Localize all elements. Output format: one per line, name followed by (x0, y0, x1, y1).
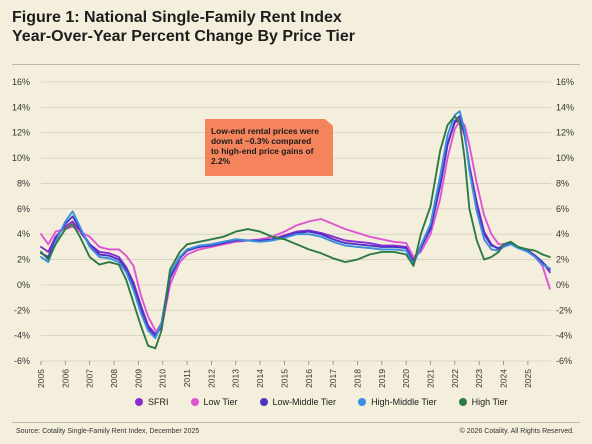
x-tick-label: 2016 (304, 369, 314, 388)
legend-item-low-middle-tier: Low-Middle Tier (259, 397, 337, 407)
legend-swatch (259, 398, 268, 406)
copyright-note: © 2026 Cotality. All Rights Reserved. (459, 428, 574, 435)
x-tick-label: 2007 (85, 369, 95, 388)
y-tick-label-right: 10% (556, 153, 574, 163)
y-tick-label-left: 8% (17, 178, 30, 188)
legend-item-high-middle-tier: High-Middle Tier (358, 397, 437, 407)
x-tick-label: 2017 (328, 369, 338, 388)
source-note: Source: Cotality Single-Family Rent Inde… (16, 428, 200, 435)
legend: SFRI Low Tier Low-Middle Tier High-Middle T… (135, 397, 530, 408)
y-tick-label-right: 6% (556, 204, 569, 214)
series-line-high-tier (40, 115, 551, 350)
y-tick-label-right: 12% (556, 128, 574, 138)
y-tick-label-left: 4% (17, 229, 30, 239)
y-tick-label-left: 0% (17, 280, 30, 290)
x-tick-label: 2025 (523, 369, 533, 388)
x-tick-label: 2015 (279, 369, 289, 388)
bottom-rule (12, 422, 580, 423)
y-tick-label-left: 6% (17, 204, 30, 214)
legend-item-high-tier: High Tier (458, 397, 508, 407)
series-line-high-middle-tier (40, 110, 551, 340)
legend-item-sfri: SFRI (135, 397, 169, 407)
legend-swatch (135, 398, 143, 406)
x-tick-label: 2021 (425, 369, 435, 388)
chart-title-line2: Year-Over-Year Percent Change By Price T… (12, 28, 355, 45)
x-tick-label: 2011 (182, 369, 192, 388)
y-tick-label-left: 10% (12, 153, 30, 163)
y-tick-label-right: -6% (556, 356, 572, 366)
legend-label: High-Middle Tier (371, 397, 437, 407)
legend-item-low-tier: Low Tier (190, 397, 238, 407)
legend-swatch (358, 398, 367, 406)
y-tick-label-right: 0% (556, 280, 569, 290)
legend-label: SFRI (148, 397, 169, 407)
legend-label: Low Tier (203, 397, 238, 407)
y-tick-label-left: 14% (12, 102, 30, 112)
chart-title-line1: Figure 1: National Single-Family Rent In… (12, 9, 342, 26)
series-line-low-tier (40, 120, 551, 332)
top-rule (12, 64, 580, 65)
y-tick-label-right: -4% (556, 331, 572, 341)
y-tick-label-left: -4% (14, 331, 30, 341)
y-tick-label-right: 8% (556, 178, 569, 188)
chart-title: Figure 1: National Single-Family Rent In… (12, 8, 355, 46)
x-tick-label: 2010 (158, 369, 168, 388)
x-tick-label: 2005 (36, 369, 46, 388)
x-tick-label: 2008 (109, 369, 119, 388)
x-tick-label: 2006 (60, 369, 70, 388)
y-tick-label-left: -6% (14, 356, 30, 366)
y-tick-label-right: 4% (556, 229, 569, 239)
y-tick-label-left: -2% (14, 305, 30, 315)
x-tick-label: 2013 (231, 369, 241, 388)
legend-label: Low-Middle Tier (272, 397, 337, 407)
y-tick-label-right: 14% (556, 102, 574, 112)
y-tick-label-left: 2% (17, 255, 30, 265)
legend-swatch (190, 398, 199, 406)
legend-label: High Tier (471, 397, 508, 407)
x-tick-label: 2020 (401, 369, 411, 388)
x-tick-label: 2024 (499, 369, 509, 388)
callout-text: Low-end rental prices were down at −0.3%… (211, 126, 319, 166)
y-tick-label-right: -2% (556, 305, 572, 315)
x-tick-label: 2019 (377, 369, 387, 388)
legend-swatch (458, 398, 467, 406)
y-tick-label-right: 2% (556, 255, 569, 265)
x-tick-label: 2014 (255, 369, 265, 388)
y-tick-label-left: 12% (12, 128, 30, 138)
y-tick-label-right: 16% (556, 77, 574, 87)
y-tick-label-left: 16% (12, 77, 30, 87)
series-line-low-middle-tier (40, 115, 551, 337)
x-tick-label: 2022 (450, 369, 460, 388)
x-tick-label: 2009 (133, 369, 143, 388)
x-tick-label: 2018 (352, 369, 362, 388)
x-tick-label: 2012 (206, 369, 216, 388)
x-tick-label: 2023 (474, 369, 484, 388)
